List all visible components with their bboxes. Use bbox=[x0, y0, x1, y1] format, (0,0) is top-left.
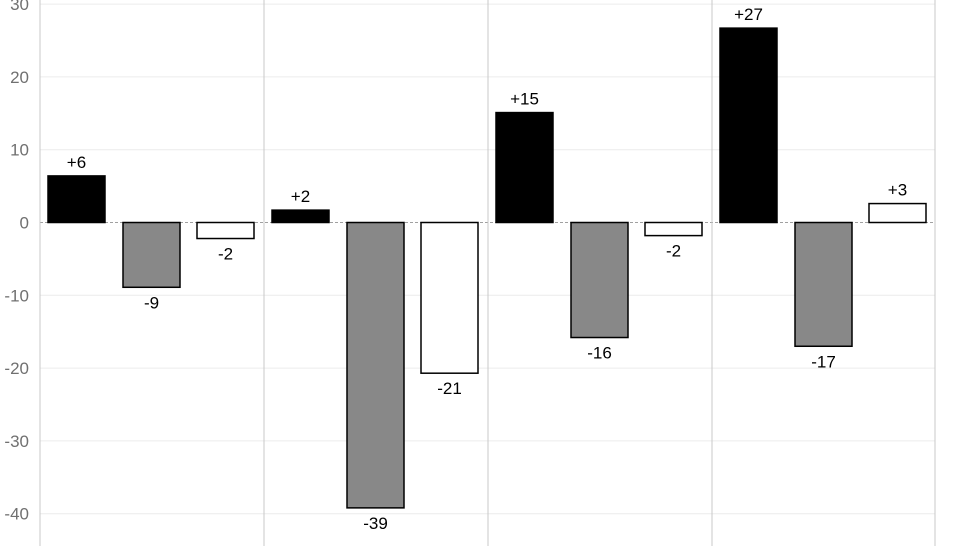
data-label: -2 bbox=[666, 242, 681, 261]
data-label: +27 bbox=[734, 5, 763, 24]
y-axis: 30 20 10 0 -10 -20 -30 -40 bbox=[4, 0, 29, 524]
data-label: -16 bbox=[587, 344, 612, 363]
bar bbox=[196, 221, 255, 240]
bar bbox=[570, 221, 629, 339]
data-label: +3 bbox=[888, 181, 907, 200]
y-tick-label: -20 bbox=[4, 359, 29, 378]
data-labels: +6 -9 -2 +2 -39 -21 +15 -16 -2 +27 -17 +3 bbox=[67, 5, 907, 533]
data-label: -21 bbox=[437, 379, 462, 398]
bar bbox=[794, 221, 853, 348]
y-tick-label: 20 bbox=[10, 68, 29, 87]
y-tick-label: 30 bbox=[10, 0, 29, 14]
data-label: +15 bbox=[510, 90, 539, 109]
bar bbox=[47, 175, 106, 224]
bar bbox=[868, 202, 927, 224]
data-label: +2 bbox=[291, 187, 310, 206]
y-tick-label: 10 bbox=[10, 141, 29, 160]
data-label: -39 bbox=[363, 514, 388, 533]
bar bbox=[495, 111, 554, 224]
y-tick-label: 0 bbox=[20, 214, 29, 233]
y-tick-label: -40 bbox=[4, 505, 29, 524]
data-label: -9 bbox=[144, 293, 159, 312]
bar bbox=[719, 27, 778, 224]
bar bbox=[644, 221, 703, 237]
bar bbox=[346, 221, 405, 509]
y-tick-label: -10 bbox=[4, 286, 29, 305]
group-dividers bbox=[39, 0, 936, 546]
y-tick-label: -30 bbox=[4, 432, 29, 451]
bar bbox=[122, 221, 181, 289]
bar bbox=[271, 209, 330, 224]
data-label: -2 bbox=[218, 245, 233, 264]
data-label: -17 bbox=[811, 352, 836, 371]
bar bbox=[420, 221, 479, 374]
bars bbox=[47, 27, 927, 509]
data-label: +6 bbox=[67, 153, 86, 172]
